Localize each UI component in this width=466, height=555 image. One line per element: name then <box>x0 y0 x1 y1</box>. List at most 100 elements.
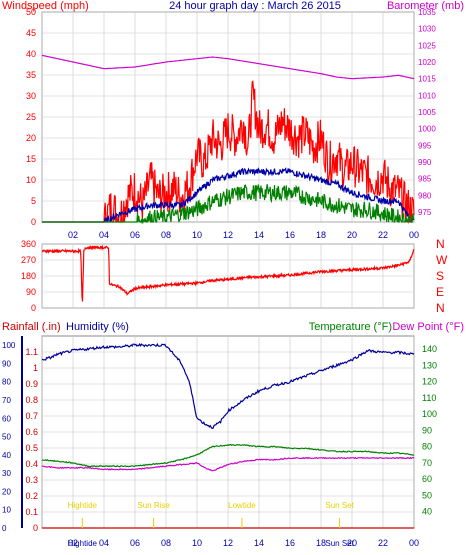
barometer-y-tick-label: 1035 <box>418 8 436 17</box>
tide-event-label: Sun Set <box>325 501 354 510</box>
rain-y-tick-label: 0.1 <box>25 507 38 517</box>
climate-x-tick-label: 18 <box>316 538 326 548</box>
temperature-y-tick-label: 40 <box>422 507 432 517</box>
wind-y-tick-label: 45 <box>26 28 36 38</box>
tide-event-label: Lowtide <box>228 501 256 510</box>
rain-y-tick-label: 0.6 <box>25 427 38 437</box>
rain-y-tick-label: 0.4 <box>25 459 38 469</box>
direction-compass-label: W <box>436 253 448 267</box>
barometer-y-tick-label: 1005 <box>418 108 436 117</box>
wind-y-tick-label: 35 <box>26 70 36 80</box>
tide-event-time-label: Sun Set <box>325 539 354 548</box>
temperature-axis-title: Temperature (°F) <box>309 321 392 333</box>
rain-y-tick-label: 0 <box>33 523 38 533</box>
barometer-y-tick-label: 1020 <box>418 58 436 67</box>
wind-x-tick-label: 16 <box>285 230 295 240</box>
direction-y-tick-label: 0 <box>31 303 36 313</box>
humidity-y-tick-label: 80 <box>2 378 11 387</box>
rain-y-tick-label: 0.5 <box>25 443 38 453</box>
humidity-y-tick-label: 40 <box>2 451 11 460</box>
wind-y-tick-label: 5 <box>31 196 36 206</box>
humidity-series-line <box>41 342 415 430</box>
climate-x-tick-label: 04 <box>99 538 109 548</box>
temperature-series-line <box>41 443 415 468</box>
humidity-y-tick-label: 10 <box>2 506 11 515</box>
wind-x-tick-label: 04 <box>99 230 109 240</box>
wind-y-tick-label: 40 <box>26 49 36 59</box>
dewpoint-axis-title: Dew Point (°F) <box>392 321 464 333</box>
humidity-y-tick-label: 50 <box>2 433 11 442</box>
barometer-y-tick-label: 1030 <box>418 25 436 34</box>
wind-x-tick-label: 20 <box>347 230 357 240</box>
temperature-y-tick-label: 110 <box>422 393 436 403</box>
wind-y-tick-label: 30 <box>26 91 36 101</box>
direction-compass-label: E <box>436 285 444 299</box>
humidity-y-tick-label: 70 <box>2 396 11 405</box>
wind-x-tick-label: 02 <box>68 230 78 240</box>
temperature-y-tick-label: 50 <box>422 490 432 500</box>
wind-y-tick-label: 50 <box>26 7 36 17</box>
wind-x-tick-label: 00 <box>409 230 419 240</box>
chart-title: 24 hour graph day : March 26 2015 <box>169 0 341 12</box>
barometer-y-tick-label: 995 <box>418 141 432 150</box>
barometer-y-tick-label: 1000 <box>418 125 436 134</box>
climate-x-tick-label: 06 <box>130 538 140 548</box>
barometer-axis-title: Barometer (mb) <box>387 0 464 12</box>
barometer-y-tick-label: 980 <box>418 191 432 200</box>
rain-y-tick-label: 0.9 <box>25 379 38 389</box>
rain-y-tick-label: 0.7 <box>25 411 38 421</box>
temperature-y-tick-label: 140 <box>422 344 437 354</box>
barometer-y-tick-label: 1015 <box>418 75 436 84</box>
direction-y-tick-label: 90 <box>26 287 36 297</box>
direction-compass-label: S <box>436 269 444 283</box>
wind-x-tick-label: 12 <box>223 230 233 240</box>
wind-x-tick-label: 06 <box>130 230 140 240</box>
direction-compass-label: N <box>436 237 445 251</box>
temperature-y-tick-label: 130 <box>422 360 437 370</box>
temperature-y-tick-label: 70 <box>422 458 432 468</box>
barometer-y-tick-label: 985 <box>418 175 432 184</box>
climate-x-tick-label: 12 <box>223 538 233 548</box>
rain-y-tick-label: 0.2 <box>25 491 38 501</box>
climate-x-tick-label: 10 <box>192 538 202 548</box>
wind-y-tick-label: 0 <box>31 217 36 227</box>
barometer-y-tick-label: 990 <box>418 158 432 167</box>
wind-x-tick-label: 14 <box>254 230 264 240</box>
rain-y-tick-label: 0.8 <box>25 395 38 405</box>
temperature-y-tick-label: 100 <box>422 409 437 419</box>
climate-x-tick-label: 02 <box>68 538 78 548</box>
humidity-y-tick-label: 20 <box>2 487 11 496</box>
climate-x-tick-label: 00 <box>409 538 419 548</box>
climate-x-tick-label: 20 <box>347 538 357 548</box>
wind-y-tick-label: 20 <box>26 133 36 143</box>
wind-x-tick-label: 08 <box>161 230 171 240</box>
wind-y-tick-label: 15 <box>26 154 36 164</box>
barometer-y-tick-label: 1010 <box>418 91 436 100</box>
dew_point-series-line <box>41 456 415 472</box>
barometer-y-tick-label: 975 <box>418 208 432 217</box>
direction-y-tick-label: 180 <box>21 271 36 281</box>
temperature-y-tick-label: 90 <box>422 425 432 435</box>
humidity-y-tick-label: 60 <box>2 414 11 423</box>
climate-x-tick-label: 08 <box>161 538 171 548</box>
rain-y-tick-label: 1.1 <box>25 347 38 357</box>
wind-x-tick-label: 10 <box>192 230 202 240</box>
wind-x-tick-label: 22 <box>378 230 388 240</box>
low-series-line <box>42 184 415 225</box>
climate-x-tick-label: 22 <box>378 538 388 548</box>
wind-x-tick-label: 18 <box>316 230 326 240</box>
humidity-y-tick-label: 30 <box>2 469 11 478</box>
direction-series-line <box>41 244 415 302</box>
tide-event-label: Hightide <box>68 501 98 510</box>
rain-y-tick-label: 1 <box>33 363 38 373</box>
climate-x-tick-label: 14 <box>254 538 264 548</box>
direction-y-tick-label: 360 <box>21 239 36 249</box>
wind-axis-title: Windspeed (mph) <box>2 0 89 12</box>
humidity-y-tick-label: 90 <box>2 359 11 368</box>
wind-y-tick-label: 25 <box>26 112 36 122</box>
temperature-y-tick-label: 80 <box>422 442 432 452</box>
temperature-y-tick-label: 60 <box>422 474 432 484</box>
rain-y-tick-label: 0.3 <box>25 475 38 485</box>
